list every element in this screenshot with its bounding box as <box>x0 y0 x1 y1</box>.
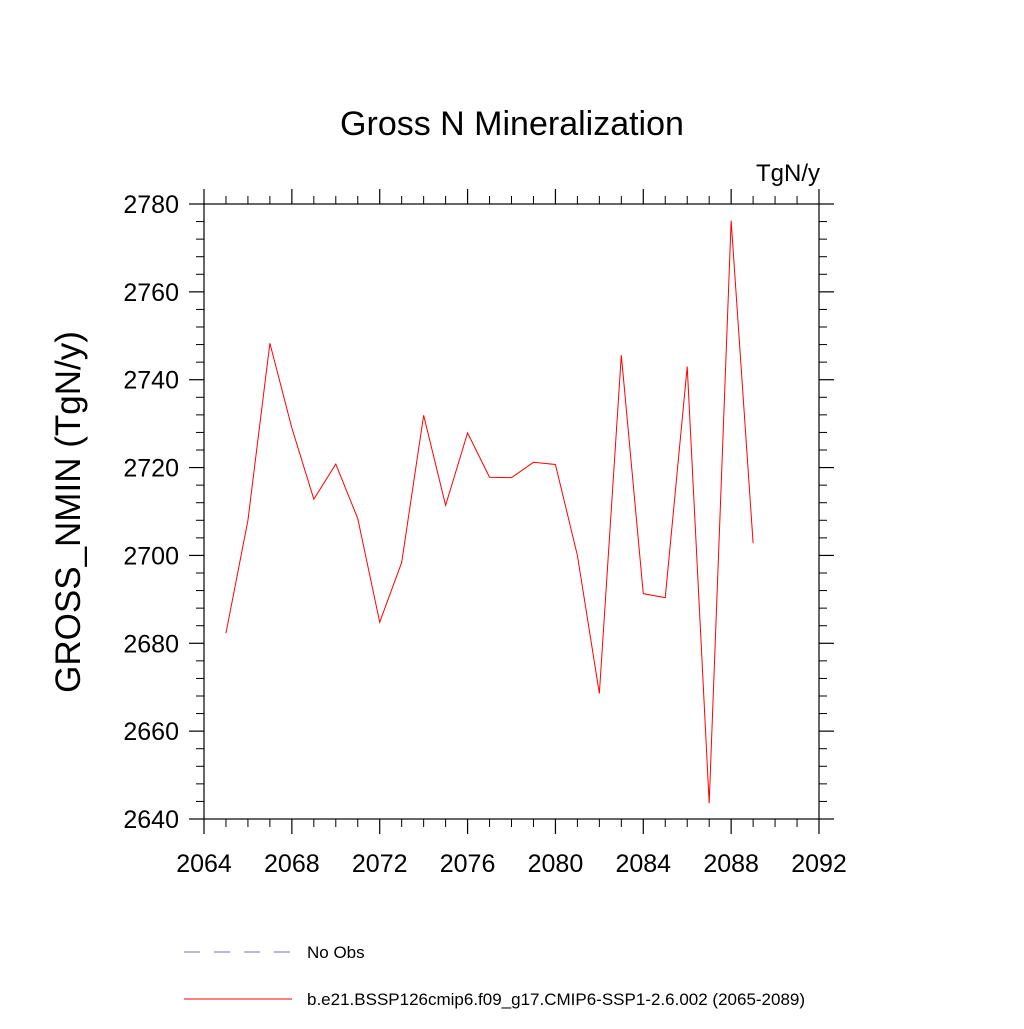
y-tick-label: 2640 <box>123 806 179 834</box>
x-tick-label: 2076 <box>440 850 496 878</box>
legend: No Obs b.e21.BSSP126cmip6.f09_g17.CMIP6-S… <box>184 943 805 1009</box>
x-tick-label: 2092 <box>791 850 847 878</box>
legend-label: b.e21.BSSP126cmip6.f09_g17.CMIP6-SSP1-2.… <box>307 990 805 1009</box>
y-tick-label: 2680 <box>123 630 179 658</box>
x-tick-label: 2072 <box>352 850 408 878</box>
y-tick-label: 2740 <box>123 367 179 395</box>
units-label: TgN/y <box>756 160 820 187</box>
y-tick-label: 2660 <box>123 718 179 746</box>
x-tick-label: 2084 <box>615 850 671 878</box>
x-tick-label: 2088 <box>703 850 759 878</box>
y-tick-label: 2720 <box>123 455 179 483</box>
chart-title: Gross N Mineralization <box>340 105 684 143</box>
legend-label: No Obs <box>307 943 365 962</box>
x-tick-label: 2080 <box>528 850 584 878</box>
y-tick-label: 2780 <box>123 191 179 219</box>
plot-frame <box>203 203 820 820</box>
axis-ticks: 2064 2068 2072 2076 2080 2084 2088 2092 2640 2660… <box>123 189 847 878</box>
series-line <box>225 220 754 804</box>
x-tick-label: 2064 <box>176 850 232 878</box>
y-tick-label: 2760 <box>123 279 179 307</box>
y-tick-label: 2700 <box>123 542 179 570</box>
y-axis-label: GROSS_NMIN (TgN/y) <box>49 331 88 693</box>
series-layer <box>225 220 754 804</box>
x-tick-label: 2068 <box>264 850 320 878</box>
